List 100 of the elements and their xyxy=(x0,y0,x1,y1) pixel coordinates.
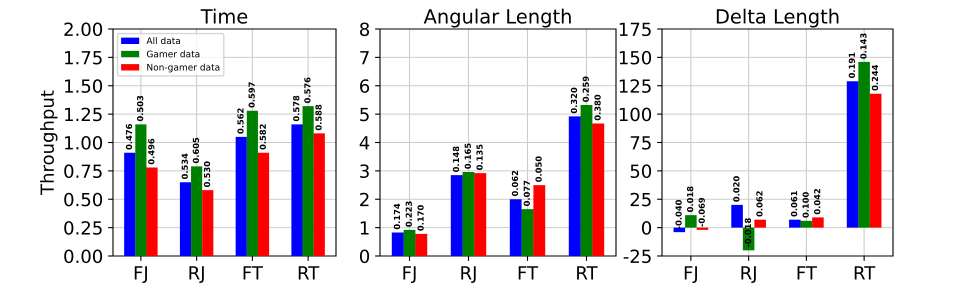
y-tick-label: 7 xyxy=(360,51,369,64)
y-tick-label: 125 xyxy=(620,79,651,93)
bar xyxy=(592,123,604,256)
annotation: 0.605 xyxy=(192,138,200,164)
bar xyxy=(450,175,463,256)
annotation: 0.496 xyxy=(148,138,154,164)
bar xyxy=(191,166,202,256)
legend-label: Non-gamer data xyxy=(147,64,220,72)
y-tick-label: 0.00 xyxy=(64,249,102,264)
annotation: 0.380 xyxy=(594,94,601,120)
annotation: 0.135 xyxy=(476,144,483,170)
x-tick-label: RJ xyxy=(189,266,204,284)
annotation: 0.062 xyxy=(756,191,763,217)
x-tick-label: FT xyxy=(244,266,263,280)
bar xyxy=(404,230,416,256)
annotation: 0.503 xyxy=(136,96,144,122)
legend-label: All data xyxy=(146,37,180,44)
x-tick-label: FJ xyxy=(684,266,697,284)
y-tick-label: 1.25 xyxy=(65,108,102,122)
y-tick-label: 50 xyxy=(630,164,652,178)
annotation: 0.582 xyxy=(260,124,266,150)
x-tick-label: FT xyxy=(798,266,817,280)
bar xyxy=(146,167,158,256)
bar xyxy=(314,133,325,256)
y-tick-label: 175 xyxy=(620,22,651,36)
bar xyxy=(462,172,474,256)
chart-title: Angular Length xyxy=(424,8,571,28)
annotation: 0.143 xyxy=(860,33,867,59)
y-tick-label: 150 xyxy=(620,50,652,64)
bar xyxy=(302,106,314,256)
annotation: 0.476 xyxy=(126,124,132,150)
chart-title: Time xyxy=(200,8,248,24)
annotation: 0.050 xyxy=(535,156,542,182)
bar xyxy=(789,220,801,228)
bar xyxy=(580,105,592,256)
annotation: -0.069 xyxy=(698,198,705,227)
bar xyxy=(800,220,812,228)
bar xyxy=(392,232,404,256)
annotation: 0.244 xyxy=(872,64,878,91)
y-tick-label: 0.50 xyxy=(64,192,102,206)
x-tick-label: RJ xyxy=(741,266,756,284)
y-tick-label: -25 xyxy=(624,249,651,264)
annotation: 0.259 xyxy=(582,76,589,102)
annotation: 0.597 xyxy=(248,82,255,108)
bar xyxy=(124,152,136,256)
bar xyxy=(522,209,534,256)
y-axis-title: Throughput xyxy=(40,90,58,195)
y-tick-label: 8 xyxy=(360,22,370,36)
y-tick-label: 0 xyxy=(360,249,370,264)
annotation: 0.534 xyxy=(182,153,188,180)
annotation: 0.223 xyxy=(406,201,412,227)
bar xyxy=(870,94,882,228)
bar xyxy=(812,217,824,228)
y-tick-label: 5 xyxy=(360,108,369,122)
annotation: 0.100 xyxy=(802,192,809,218)
bar xyxy=(510,199,522,256)
annotation: 0.174 xyxy=(394,204,400,230)
y-tick-label: 2.00 xyxy=(64,22,102,36)
bar xyxy=(415,234,428,256)
x-tick-label: FJ xyxy=(403,266,416,284)
y-tick-label: 75 xyxy=(630,136,651,150)
x-tick-label: FJ xyxy=(134,266,147,284)
bar xyxy=(568,116,581,256)
bar xyxy=(858,62,870,228)
bar xyxy=(202,190,214,256)
x-tick-label: RT xyxy=(298,266,320,280)
y-tick-label: 1.00 xyxy=(65,136,102,150)
bar xyxy=(135,124,146,256)
annotation: 0.018 xyxy=(686,186,694,212)
annotation: 0.170 xyxy=(417,205,424,231)
annotation: 0.077 xyxy=(524,180,530,206)
y-tick-label: 4 xyxy=(360,136,370,150)
bar xyxy=(291,124,303,256)
y-tick-label: 100 xyxy=(620,108,652,122)
y-tick-label: 1.50 xyxy=(65,79,102,93)
x-tick-label: RT xyxy=(854,266,876,280)
y-tick-label: 6 xyxy=(360,79,370,93)
annotation: -0.040 xyxy=(675,200,682,229)
bar xyxy=(258,152,270,256)
annotation: 0.148 xyxy=(452,146,460,172)
x-tick-label: RJ xyxy=(461,266,476,284)
y-tick-label: 0.25 xyxy=(64,221,102,235)
bar xyxy=(236,136,247,256)
y-tick-label: 0.75 xyxy=(64,164,102,178)
bar xyxy=(846,81,858,228)
annotation: 0.576 xyxy=(304,77,311,104)
annotation: -0.018 xyxy=(744,218,752,248)
bar xyxy=(246,110,258,256)
bar xyxy=(474,173,486,256)
y-tick-label: 0 xyxy=(642,221,652,235)
annotation: 0.588 xyxy=(315,104,322,130)
bar xyxy=(180,182,192,256)
chart-title: Delta Length xyxy=(716,8,838,28)
annotation: 0.165 xyxy=(464,143,471,169)
bar xyxy=(533,185,546,256)
bar xyxy=(731,204,743,228)
annotation: 0.062 xyxy=(512,170,518,196)
bar xyxy=(685,215,697,228)
annotation: 0.191 xyxy=(848,52,855,78)
y-tick-label: 25 xyxy=(630,192,651,206)
